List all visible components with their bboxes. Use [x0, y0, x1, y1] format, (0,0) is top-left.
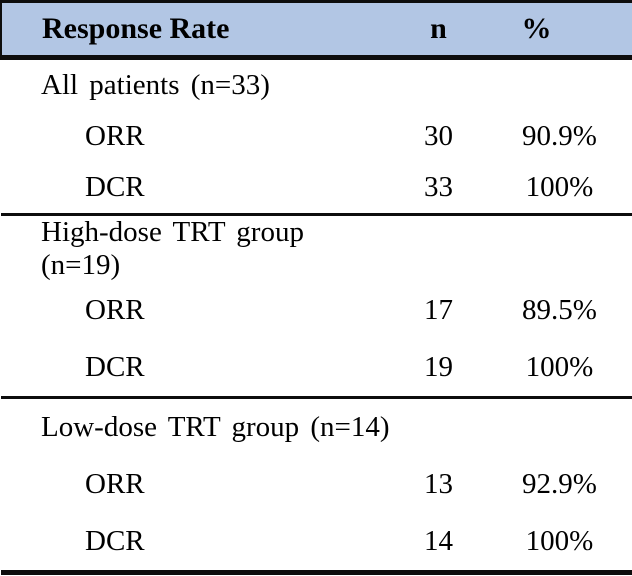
- row-label: ORR: [85, 294, 145, 326]
- table-row: ORR 13 92.9%: [1, 456, 632, 513]
- row-n-value: 33: [424, 171, 453, 203]
- row-n-value: 14: [424, 525, 453, 557]
- row-n-value: 13: [424, 468, 453, 500]
- row-label: DCR: [85, 351, 145, 383]
- header-response-rate: Response Rate: [0, 0, 391, 60]
- header-n: n: [391, 0, 486, 60]
- row-percent-value: 92.9%: [522, 468, 597, 500]
- row-percent-value: 100%: [525, 525, 594, 557]
- section-low-dose-trt: Low-dose TRT group (n=14) ORR 13 92.9% D…: [1, 397, 632, 573]
- section-title-row: High-dose TRT group (n=19): [1, 215, 632, 283]
- row-n-value: 19: [424, 351, 453, 383]
- row-label: DCR: [85, 171, 145, 203]
- row-label: ORR: [85, 120, 145, 152]
- section-title-row: Low-dose TRT group (n=14): [1, 398, 632, 457]
- section-title: Low-dose TRT group (n=14): [41, 411, 390, 443]
- table-row: ORR 30 90.9%: [1, 111, 632, 162]
- section-title: All patients (n=33): [41, 69, 270, 101]
- row-label: ORR: [85, 468, 145, 500]
- table-row: DCR 19 100%: [1, 339, 632, 398]
- row-percent-value: 100%: [525, 351, 594, 383]
- table-row: ORR 17 89.5%: [1, 282, 632, 339]
- table-row: DCR 14 100%: [1, 513, 632, 573]
- row-percent-value: 89.5%: [522, 294, 597, 326]
- row-percent-value: 90.9%: [522, 120, 597, 152]
- section-title: High-dose TRT group (n=19): [41, 216, 304, 281]
- section-high-dose-trt: High-dose TRT group (n=19) ORR 17 89.5% …: [1, 214, 632, 398]
- row-n-value: 30: [424, 120, 453, 152]
- row-percent-value: 100%: [525, 171, 594, 203]
- section-all-patients: All patients (n=33) ORR 30 90.9% DCR 33 …: [1, 58, 632, 215]
- table-row: DCR 33 100%: [1, 162, 632, 215]
- header-percent: %: [486, 0, 632, 60]
- table-head: Response Rate n %: [0, 0, 632, 60]
- row-label: DCR: [85, 525, 145, 557]
- section-title-row: All patients (n=33): [1, 58, 632, 112]
- table-header-row: Response Rate n %: [0, 0, 632, 60]
- row-n-value: 17: [424, 294, 453, 326]
